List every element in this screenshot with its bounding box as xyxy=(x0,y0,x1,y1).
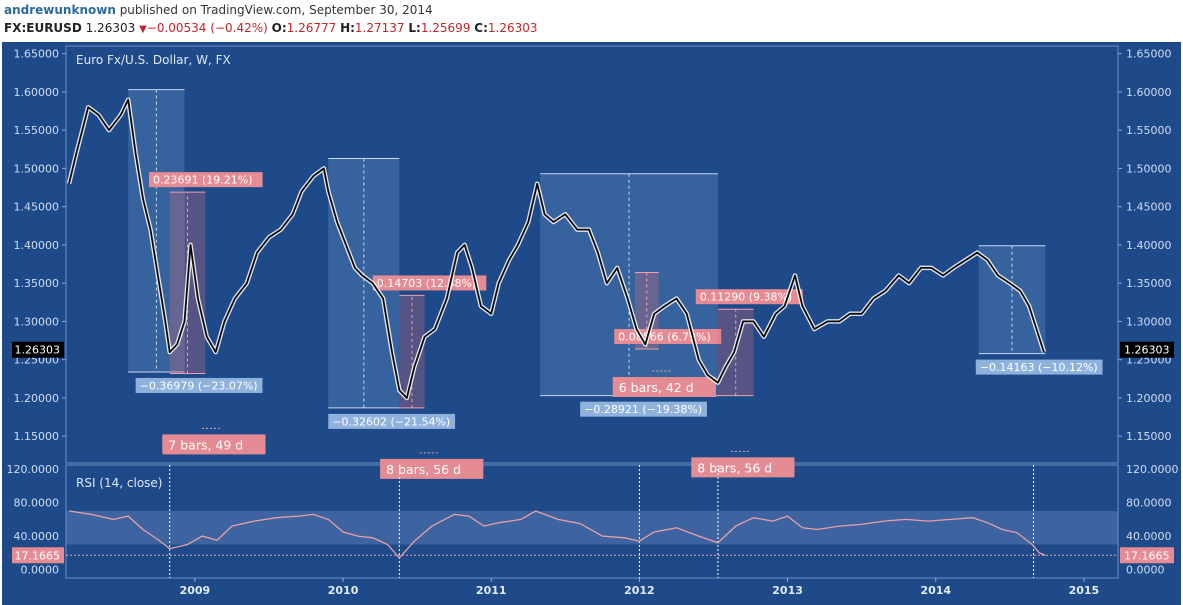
x-tick-label: 2010 xyxy=(328,584,359,597)
bars-label-bg xyxy=(162,434,266,455)
measure-label-bg-fall xyxy=(328,413,456,429)
measure-value-label: 0.11290 (9.38%) xyxy=(700,291,793,304)
rsi-tick-label-right: 40.0000 xyxy=(1126,530,1172,543)
close-value: 1.26303 xyxy=(487,21,538,35)
measure-label-bg-rise xyxy=(148,172,263,188)
down-arrow-icon: ▼ xyxy=(139,24,147,35)
chart-title: Euro Fx/U.S. Dollar, W, FX xyxy=(76,53,231,67)
price-tick-label-right: 1.15000 xyxy=(1126,430,1172,443)
rsi-last-label-right: 17.1665 xyxy=(1124,549,1170,562)
rsi-last-badge-left xyxy=(12,547,64,564)
symbol-label: FX:EURUSD xyxy=(4,21,82,35)
rsi-title: RSI (14, close) xyxy=(76,476,162,490)
low-label: L: xyxy=(408,21,421,35)
last-price-label-right: 1.26303 xyxy=(1124,344,1170,357)
rsi-tick-label-left: 0.0000 xyxy=(21,564,60,577)
price-pane xyxy=(65,45,1119,464)
rsi-tick-label-left: 40.0000 xyxy=(14,530,60,543)
measure-value-label: 0.14703 (12.38%) xyxy=(377,277,477,290)
bars-duration-label: 6 bars, 42 d xyxy=(619,380,694,395)
last-price-badge-left xyxy=(12,341,64,358)
price-tick-label-left: 1.45000 xyxy=(14,201,60,214)
rsi-tick-label-left: 80.0000 xyxy=(14,497,60,510)
price-tick-label-right: 1.65000 xyxy=(1126,48,1172,61)
price-tick-label-right: 1.55000 xyxy=(1126,124,1172,137)
measure-value-label: 0.23691 (19.21%) xyxy=(153,174,253,187)
rsi-last-label-left: 17.1665 xyxy=(15,549,61,562)
price-tick-label-left: 1.35000 xyxy=(14,277,60,290)
measure-label-bg-fall xyxy=(975,359,1103,375)
price-tick-label-left: 1.40000 xyxy=(14,239,60,252)
measure-label-bg-rise xyxy=(695,289,803,305)
close-label: C: xyxy=(474,21,488,35)
publish-text: published on TradingView.com, September … xyxy=(119,3,433,17)
price-tick-label-left: 1.60000 xyxy=(14,86,60,99)
open-label: O: xyxy=(271,21,287,35)
price-tick-label-left: 1.55000 xyxy=(14,124,60,137)
bars-label-bg xyxy=(380,458,484,479)
high-value: 1.27137 xyxy=(354,21,405,35)
rsi-pane xyxy=(65,464,1119,579)
measure-value-label: 0.08566 (6.79%) xyxy=(618,330,711,343)
price-change: −0.00534 (−0.42%) xyxy=(146,21,268,35)
bars-label-bg xyxy=(691,457,795,478)
price-tick-label-right: 1.50000 xyxy=(1126,162,1172,175)
rsi-band xyxy=(66,511,1118,545)
x-tick-label: 2015 xyxy=(1069,584,1100,597)
measure-value-label: −0.14163 (−10.12%) xyxy=(980,361,1098,374)
price-tick-label-left: 1.30000 xyxy=(14,315,60,328)
bars-duration-label: 8 bars, 56 d xyxy=(697,460,772,475)
low-value: 1.25699 xyxy=(420,21,471,35)
x-tick-label: 2012 xyxy=(624,584,655,597)
x-tick-label: 2013 xyxy=(772,584,803,597)
measure-label-bg-fall xyxy=(580,401,707,417)
rsi-tick-label-left: 120.0000 xyxy=(7,463,60,476)
rsi-series xyxy=(68,510,1046,559)
price-tick-label-right: 1.20000 xyxy=(1126,392,1172,405)
price-tick-label-left: 1.15000 xyxy=(14,430,60,443)
price-tick-label-right: 1.30000 xyxy=(1126,315,1172,328)
price-tick-label-right: 1.35000 xyxy=(1126,277,1172,290)
price-tick-label-left: 1.20000 xyxy=(14,392,60,405)
measure-value-label: −0.36979 (−23.07%) xyxy=(140,379,258,392)
quote-line: FX:EURUSD 1.26303 ▼−0.00534 (−0.42%) O:1… xyxy=(4,21,538,35)
open-value: 1.26777 xyxy=(286,21,337,35)
author-link[interactable]: andrewunknown xyxy=(4,3,116,17)
bars-duration-label: 8 bars, 56 d xyxy=(386,462,461,477)
x-tick-label: 2011 xyxy=(476,584,507,597)
last-price-badge-right xyxy=(1120,341,1174,358)
price-tick-label-left: 1.65000 xyxy=(14,48,60,61)
measure-value-label: −0.28921 (−19.38%) xyxy=(584,403,702,416)
chart-canvas[interactable]: Euro Fx/U.S. Dollar, W, FX 1.65000 1.65000… xyxy=(2,42,1181,605)
chart-frame[interactable]: Euro Fx/U.S. Dollar, W, FX 1.65000 1.65000… xyxy=(2,42,1181,605)
measure-label-bg-rise xyxy=(372,275,487,291)
price-tick-label-right: 1.60000 xyxy=(1126,86,1172,99)
bars-label-bg xyxy=(612,377,716,398)
price-tick-label-right: 1.45000 xyxy=(1126,201,1172,214)
rsi-tick-label-right: 0.0000 xyxy=(1126,564,1165,577)
high-label: H: xyxy=(340,21,355,35)
price-tick-label-left: 1.50000 xyxy=(14,162,60,175)
measure-label-bg-fall xyxy=(135,377,263,393)
bars-duration-label: 7 bars, 49 d xyxy=(168,437,243,452)
x-tick-label: 2014 xyxy=(920,584,951,597)
rsi-tick-label-right: 120.0000 xyxy=(1126,463,1179,476)
last-price-label-left: 1.26303 xyxy=(15,344,61,357)
price-tick-label-right: 1.40000 xyxy=(1126,239,1172,252)
price-series-candles xyxy=(68,98,1045,399)
measure-value-label: −0.32602 (−21.54%) xyxy=(332,415,450,428)
publish-info: andrewunknown published on TradingView.c… xyxy=(4,3,433,17)
x-tick-label: 2009 xyxy=(180,584,211,597)
last-price: 1.26303 xyxy=(85,21,136,35)
rsi-tick-label-right: 80.0000 xyxy=(1126,497,1172,510)
rsi-last-badge-right xyxy=(1120,547,1174,564)
